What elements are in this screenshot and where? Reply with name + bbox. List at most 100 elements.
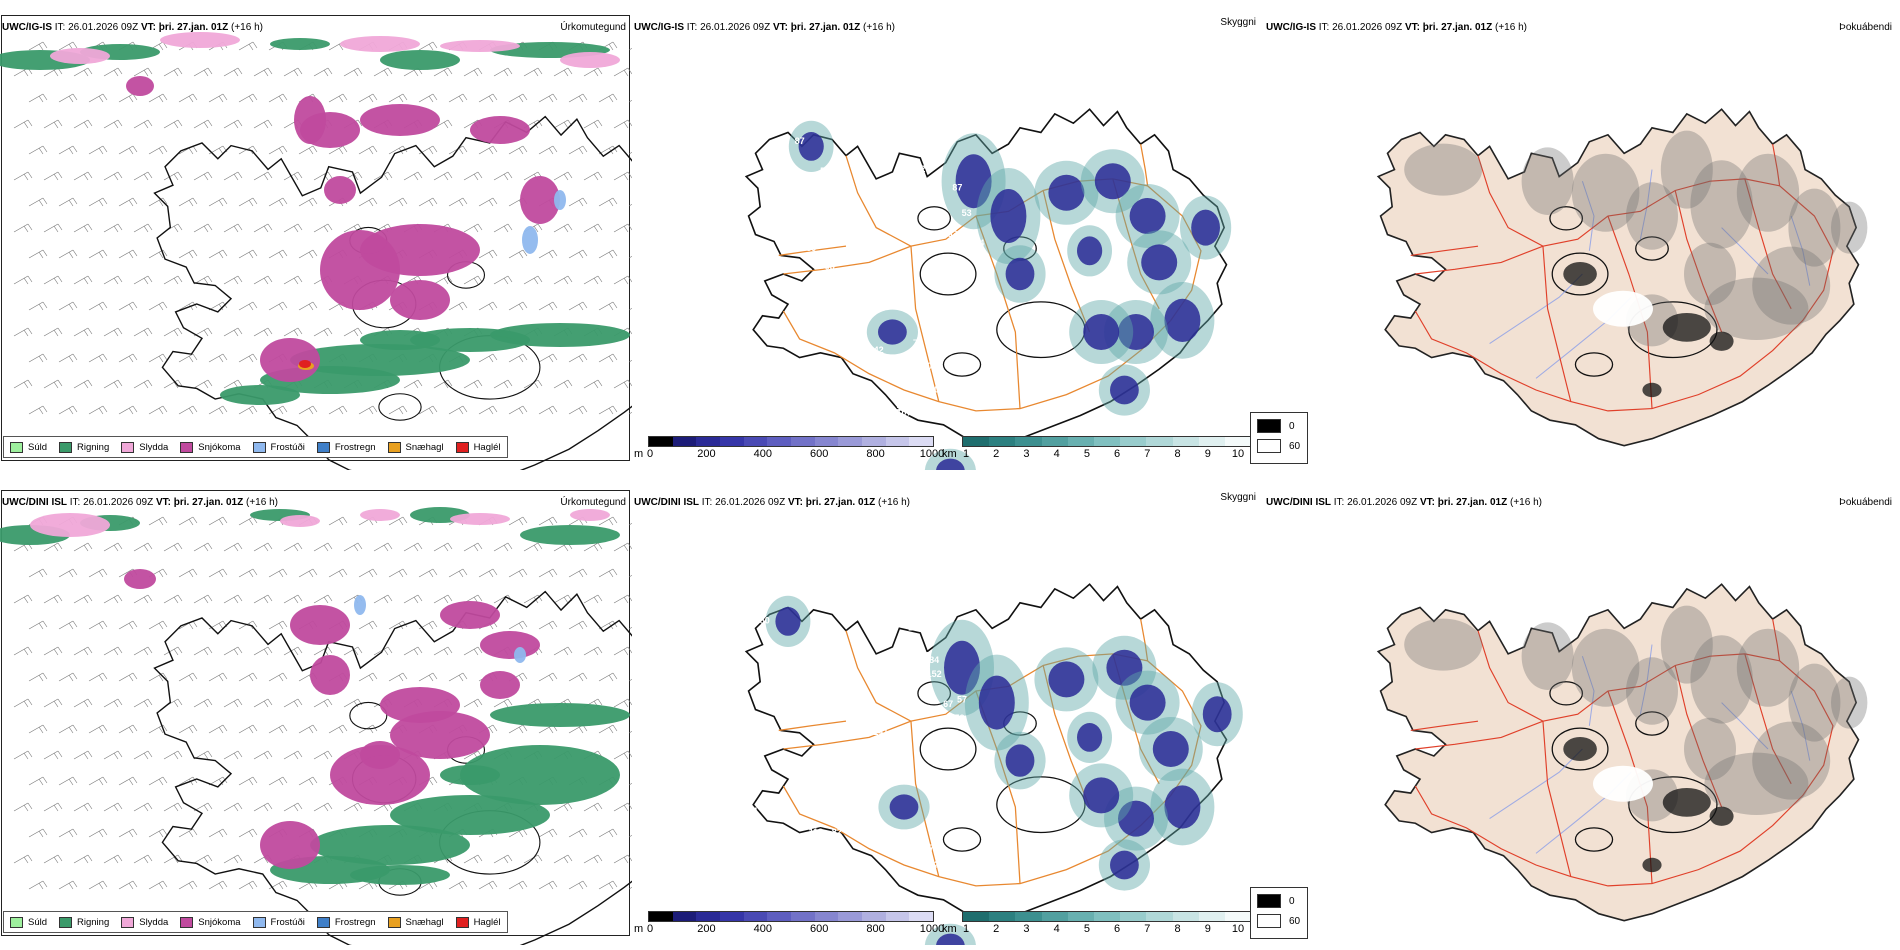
ceiling-value-label: 64	[904, 841, 914, 851]
colorbar-cell	[838, 912, 863, 921]
colorbar-tick: 5	[1083, 923, 1090, 935]
legend-swatch	[455, 441, 469, 453]
colorbar-tick: 3	[1023, 448, 1030, 460]
colorbar-tick: 800	[866, 448, 885, 460]
ceiling-value-label: 83	[876, 155, 886, 165]
legend-label: Rigning	[77, 441, 110, 453]
legend-label: Haglél	[473, 916, 501, 928]
ceiling-value-label: 80	[760, 616, 770, 626]
colorbar-tick: 6	[1114, 923, 1121, 935]
colorbar-tick: 1	[962, 923, 970, 935]
colorbar-cell	[963, 912, 990, 921]
legend-swatch	[316, 441, 330, 453]
ceiling-value-label: 71	[748, 806, 758, 816]
ceiling-value-label: 88	[825, 713, 835, 723]
colorbar-cell	[767, 437, 792, 446]
legend-label: Frostregn	[334, 916, 376, 928]
panel-title: UWC/IG-IS IT: 26.01.2026 09Z VT: þri. 27…	[1266, 22, 1527, 33]
ceiling-value-label: 106	[864, 748, 879, 758]
legend-swatch	[59, 441, 73, 453]
ceiling-value-label: 84	[929, 655, 939, 665]
ceiling-value-label: 636	[948, 229, 963, 239]
legend-label: Frostúði	[270, 441, 305, 453]
colorbar-cell	[1146, 437, 1173, 446]
colorbar-tick: 600	[810, 923, 829, 935]
visibility-colorbar-cells	[962, 436, 1252, 447]
fog-legend-swatch	[1257, 914, 1281, 928]
legend-swatch	[180, 916, 194, 928]
colorbar-cell	[696, 912, 721, 921]
colorbar-cell	[791, 437, 815, 446]
colorbar-cell	[989, 912, 1016, 921]
colorbar-cell	[1093, 912, 1121, 921]
colorbar-cell	[963, 437, 990, 446]
ceiling-value-label: 61	[890, 894, 900, 904]
ceiling-value-label: 52	[820, 166, 830, 176]
fog-legend-value: 0	[1289, 420, 1295, 432]
ceiling-value-label: 53	[962, 208, 972, 218]
ceiling-value-label: 93	[825, 261, 835, 271]
ceiling-value-label: 70	[776, 185, 786, 195]
colorbar-tick: 0	[646, 923, 654, 935]
legend-item: Snjókoma	[180, 441, 241, 453]
colorbar-cell	[767, 912, 792, 921]
legend-swatch	[10, 441, 23, 453]
ceiling-value-label: 600	[922, 361, 937, 371]
colorbar-tick: 2	[993, 923, 1000, 935]
precip-map	[0, 507, 632, 945]
panel-title: UWC/DINI ISL IT: 26.01.2026 09Z VT: þri.…	[1266, 497, 1542, 508]
colorbar-tick: 200	[697, 448, 716, 460]
colorbar-cell	[909, 912, 934, 921]
precip-type-panel: UWC/DINI ISL IT: 26.01.2026 09Z VT: þri.…	[0, 475, 632, 945]
ceiling-colorbar: m 0 200 400 600 800 1000	[634, 436, 944, 466]
ceiling-value-label: 142	[869, 345, 884, 355]
colorbar-tick: 400	[753, 923, 772, 935]
legend-label: Snjókoma	[198, 916, 241, 928]
ceiling-value-label: 61	[841, 187, 851, 197]
colorbar-tick: 200	[697, 923, 716, 935]
colorbar-tick: 10	[1231, 448, 1245, 460]
colorbar-tick: 800	[866, 923, 885, 935]
colorbar-tick: 4	[1053, 448, 1060, 460]
ceiling-value-label: 68	[781, 213, 791, 223]
ceiling-value-label: 482	[906, 639, 921, 649]
ceiling-value-label: 436	[838, 818, 853, 828]
fog-legend: 0 60	[1250, 412, 1308, 464]
colorbar-tick: 1000	[919, 448, 945, 460]
colorbar-unit: km	[942, 448, 957, 460]
colorbar-cell	[885, 912, 910, 921]
ceiling-value-label: 119	[809, 827, 824, 837]
colorbar-cell	[1015, 912, 1042, 921]
colorbar-cell	[1146, 912, 1173, 921]
colorbar-cell	[720, 437, 744, 446]
colorbar-cell	[672, 912, 697, 921]
legend-item: Haglél	[455, 916, 501, 928]
precip-legend: Súld Rigning Slydda Snjókoma Frostúði Frostre…	[3, 911, 508, 933]
ceiling-value-label: 62	[806, 678, 816, 688]
ceiling-value-label: 70	[820, 655, 830, 665]
legend-swatch	[387, 441, 401, 453]
colorbar-tick: 10	[1231, 923, 1245, 935]
legend-swatch	[455, 916, 469, 928]
ceiling-value-label: 89	[901, 428, 911, 438]
legend-label: Rigning	[77, 916, 110, 928]
forecast-row-dini-isl: UWC/DINI ISL IT: 26.01.2026 09Z VT: þri.…	[0, 475, 1900, 950]
ceiling-value-label: 73	[857, 780, 867, 790]
colorbar-cell	[1120, 437, 1147, 446]
colorbar-tick: 6	[1114, 448, 1121, 460]
legend-label: Snæhagl	[405, 441, 444, 453]
legend-item: Súld	[10, 916, 47, 928]
ceiling-value-label: 70	[929, 843, 939, 853]
fog-legend-value: 60	[1289, 440, 1301, 452]
legend-item: Frostregn	[316, 441, 376, 453]
ceiling-colorbar-cells	[648, 436, 934, 447]
colorbar-tick: 3	[1023, 923, 1030, 935]
ceiling-value-label: 141	[873, 727, 888, 737]
fog-map	[1376, 108, 1868, 447]
legend-swatch	[121, 441, 135, 453]
legend-swatch	[387, 916, 401, 928]
fog-index-panel: UWC/DINI ISL IT: 26.01.2026 09Z VT: þri.…	[1250, 475, 1900, 945]
colorbar-cell	[814, 437, 839, 446]
legend-item: Frostúði	[252, 916, 305, 928]
fog-legend-value: 0	[1289, 895, 1295, 907]
